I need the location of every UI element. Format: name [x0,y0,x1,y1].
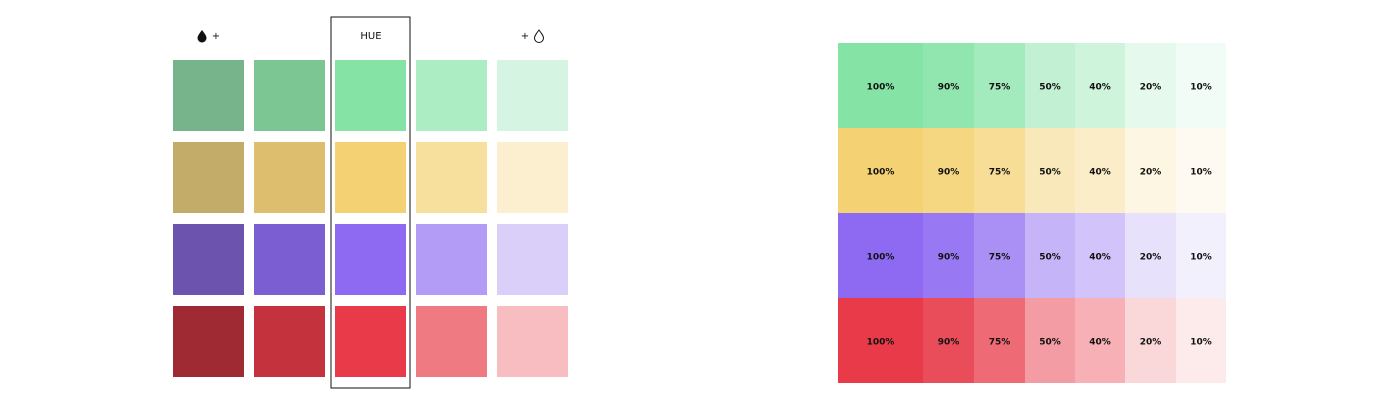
swatch [416,306,487,377]
tint-cell [923,43,974,128]
tint-cell [1176,213,1226,298]
tint-label: 50% [1039,338,1061,348]
tint-cell [974,43,1025,128]
tint-cell [1075,128,1125,213]
tint-cell [838,298,923,383]
tint-cell [1125,213,1176,298]
swatch [173,224,244,295]
tint-cell [974,298,1025,383]
tint-label: 90% [938,338,960,348]
swatch [416,60,487,131]
tint-label: 75% [989,253,1011,263]
tint-cell [1176,43,1226,128]
tint-label: 75% [989,168,1011,178]
tint-label: 100% [867,253,895,263]
tint-cell [1125,298,1176,383]
tint-label: 50% [1039,253,1061,263]
tint-cell [1125,43,1176,128]
tint-label: 90% [938,168,960,178]
tint-label: 20% [1140,338,1162,348]
swatch [173,60,244,131]
swatch [497,142,568,213]
tint-cell [1125,128,1176,213]
swatch [497,306,568,377]
tint-label: 100% [867,168,895,178]
tint-cell [1025,43,1075,128]
tint-cell [974,213,1025,298]
tint-label: 10% [1190,338,1212,348]
tint-label: 10% [1190,168,1212,178]
tint-cell [923,213,974,298]
tint-cell [923,128,974,213]
darker-label: + [212,31,220,42]
hue-label: HUE [360,31,381,42]
tint-cell [1025,213,1075,298]
tint-cell [838,128,923,213]
tint-label: 90% [938,253,960,263]
tint-label: 50% [1039,83,1061,93]
tint-label: 40% [1089,338,1111,348]
tint-label: 10% [1190,253,1212,263]
tint-label: 75% [989,83,1011,93]
tint-label: 40% [1089,83,1111,93]
swatch [173,142,244,213]
swatch [335,306,406,377]
tint-cell [1176,298,1226,383]
swatch [335,142,406,213]
tint-cell [838,43,923,128]
tint-label: 50% [1039,168,1061,178]
swatch [254,142,325,213]
hue-frame [330,16,411,389]
tint-cell [838,213,923,298]
swatch [335,224,406,295]
light-drop-icon [533,29,545,43]
swatch [335,60,406,131]
tint-label: 100% [867,338,895,348]
swatch [254,306,325,377]
tint-cell [1025,298,1075,383]
tint-label: 20% [1140,83,1162,93]
swatch [416,142,487,213]
swatch [497,60,568,131]
tint-cell [1075,43,1125,128]
tint-cell [923,298,974,383]
swatch [254,224,325,295]
tint-cell [1075,213,1125,298]
swatch [173,306,244,377]
swatch [416,224,487,295]
swatch [254,60,325,131]
tint-cell [1075,298,1125,383]
tint-cell [974,128,1025,213]
tint-label: 40% [1089,253,1111,263]
tint-label: 75% [989,338,1011,348]
lighter-label: + [521,31,529,42]
tint-label: 40% [1089,168,1111,178]
swatch [497,224,568,295]
tint-cell [1025,128,1075,213]
tint-label: 90% [938,83,960,93]
tint-label: 20% [1140,168,1162,178]
dark-drop-icon [197,30,207,43]
tint-label: 10% [1190,83,1212,93]
tint-label: 100% [867,83,895,93]
tint-label: 20% [1140,253,1162,263]
tint-cell [1176,128,1226,213]
